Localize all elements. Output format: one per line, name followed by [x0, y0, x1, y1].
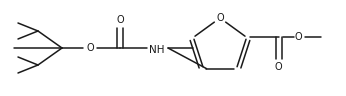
Text: O: O: [116, 15, 124, 25]
Text: O: O: [216, 13, 224, 23]
Text: O: O: [275, 62, 282, 72]
Text: NH: NH: [149, 45, 165, 55]
Text: O: O: [295, 32, 302, 42]
Text: O: O: [86, 43, 94, 53]
